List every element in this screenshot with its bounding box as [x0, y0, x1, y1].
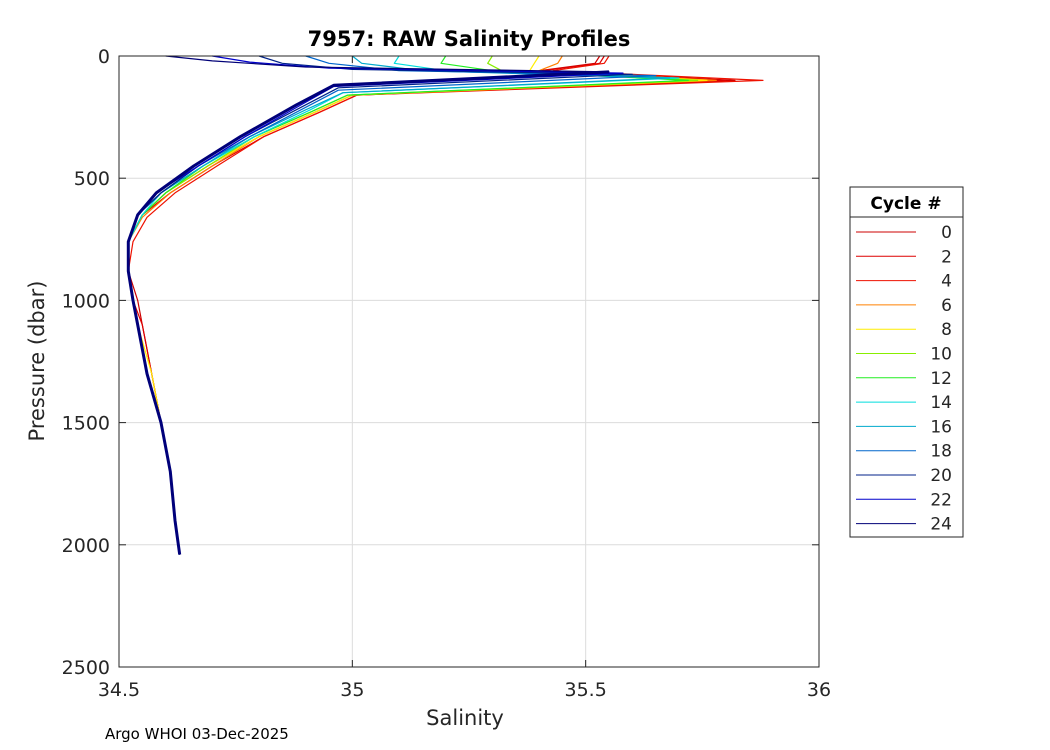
legend-label: 14: [930, 393, 952, 413]
footer-credit: Argo WHOI 03-Dec-2025: [105, 725, 289, 743]
legend-label: 20: [930, 466, 952, 486]
legend-label: 0: [941, 223, 952, 243]
chart-title: 7957: RAW Salinity Profiles: [308, 27, 631, 51]
y-tick-label: 1000: [62, 290, 110, 312]
series-layer: [126, 55, 764, 555]
legend-title: Cycle #: [870, 194, 941, 214]
series-line-overlay: [126, 70, 610, 555]
plot-frame: [118, 55, 820, 668]
x-tick-label: 35.5: [565, 679, 607, 701]
grid-lines: [119, 56, 819, 667]
legend-box: [849, 186, 964, 538]
legend-label: 6: [941, 296, 952, 316]
y-tick-label: 500: [74, 168, 110, 190]
y-tick-label: 0: [98, 46, 110, 68]
legend-label: 8: [941, 320, 952, 340]
x-tick-label: 36: [807, 679, 831, 701]
legend-label: 22: [930, 490, 952, 510]
legend-label: 18: [930, 442, 952, 462]
y-tick-label: 2000: [62, 535, 110, 557]
legend-label: 12: [930, 369, 952, 389]
x-tick-label: 34.5: [98, 679, 140, 701]
y-tick-label: 2500: [62, 657, 110, 679]
legend-label: 10: [930, 345, 952, 365]
x-axis-label: Salinity: [426, 706, 504, 730]
axis-ticks: 34.5 35 35.5 36 0 500 1000 1500 2000 2500: [62, 46, 831, 701]
x-tick-label: 35: [340, 679, 364, 701]
y-axis-label: Pressure (dbar): [25, 281, 49, 442]
legend-label: 24: [930, 515, 952, 535]
y-tick-label: 1500: [62, 413, 110, 435]
legend-label: 2: [941, 247, 952, 267]
legend-label: 4: [941, 272, 952, 292]
plot-area: [119, 56, 819, 667]
legend-label: 16: [930, 417, 952, 437]
